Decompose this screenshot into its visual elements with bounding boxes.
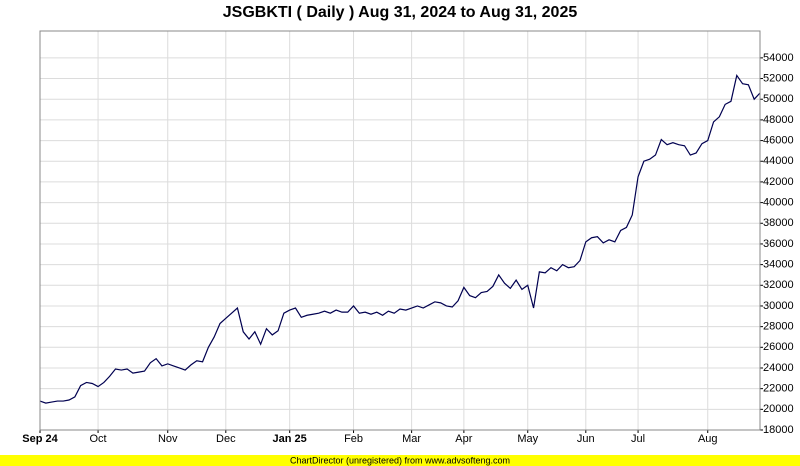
x-tick-label: Mar (402, 433, 421, 445)
y-tick-label: 34000 (763, 259, 794, 271)
y-tick-label: 24000 (763, 362, 794, 374)
x-tick-label: Jun (577, 433, 595, 445)
plot-border (39, 30, 761, 431)
x-tick-label: May (517, 433, 538, 445)
x-tick-label: Oct (90, 433, 107, 445)
y-tick-label: 18000 (763, 424, 794, 436)
y-tick-label: 46000 (763, 134, 794, 146)
x-tick-label: Jan 25 (273, 433, 307, 445)
y-tick-label: 52000 (763, 72, 794, 84)
x-tick-label: Nov (158, 433, 178, 445)
y-tick-label: 48000 (763, 114, 794, 126)
x-tick-label: Dec (216, 433, 236, 445)
y-tick-label: 38000 (763, 217, 794, 229)
x-tick-label: Apr (455, 433, 472, 445)
line-series (39, 73, 761, 404)
y-tick-label: 42000 (763, 176, 794, 188)
y-tick-label: 44000 (763, 155, 794, 167)
x-tick-label: Jul (631, 433, 645, 445)
x-tick-label: Feb (344, 433, 363, 445)
x-tick-label: Sep 24 (22, 433, 58, 445)
y-tick-label: 20000 (763, 403, 794, 415)
x-tick-label: Aug (698, 433, 718, 445)
footer-bar (0, 455, 800, 466)
y-tick-label: 22000 (763, 383, 794, 395)
plot (39, 73, 761, 404)
y-tick-label: 28000 (763, 321, 794, 333)
y-tick-label: 32000 (763, 279, 794, 291)
y-tick-label: 26000 (763, 341, 794, 353)
y-tick-label: 36000 (763, 238, 794, 250)
y-tick-label: 54000 (763, 52, 794, 64)
footer: ChartDirector (unregistered) from www.ad… (290, 455, 510, 465)
grid (39, 31, 760, 431)
chart-title: JSGBKTI ( Daily ) Aug 31, 2024 to Aug 31… (223, 4, 578, 21)
y-tick-label: 50000 (763, 93, 794, 105)
y-tick-label: 40000 (763, 196, 794, 208)
y-tick-label: 30000 (763, 300, 794, 312)
